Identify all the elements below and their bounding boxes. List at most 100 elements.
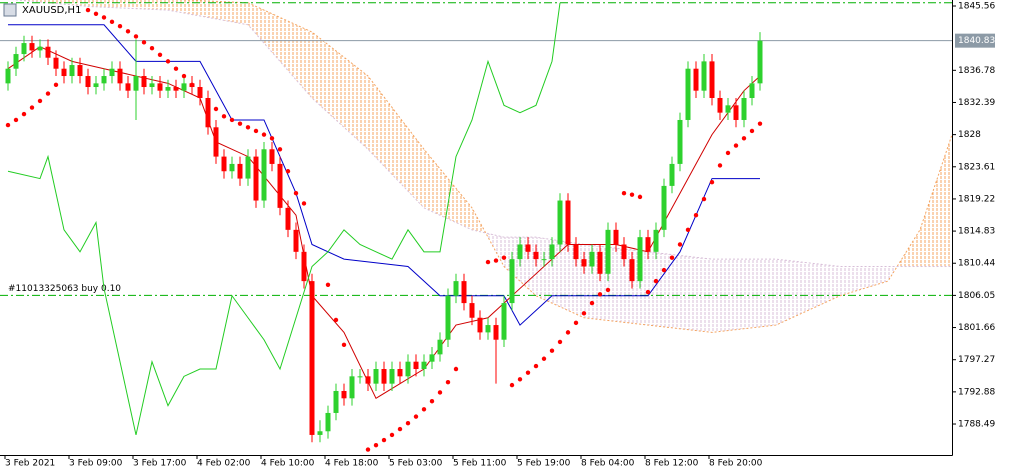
candle-body [157,83,163,91]
candle-body [101,76,107,84]
y-tick-label: 1823.61 [958,162,995,172]
cloud-area [472,207,486,233]
candle-body [357,376,363,378]
sar-dot [565,330,571,335]
y-tick-label: 1836.78 [958,66,995,76]
sar-dot [333,317,339,323]
sar-dot [253,128,259,134]
sar-dot [197,92,203,97]
candle-body [165,87,171,91]
sar-dot [533,363,539,369]
sar-dot [509,382,515,388]
y-tick-label: 1828 [958,130,981,140]
candle-body [45,46,51,58]
candle-body [717,98,723,113]
candle-body [213,127,219,157]
sar-dot [605,287,611,293]
candle-body [757,40,763,84]
candle-body [221,156,227,172]
sar-dot [629,192,635,197]
candle-body [37,46,43,51]
y-tick-label: 1797.27 [958,355,995,365]
candle-body [405,361,411,377]
candle-body [373,369,379,384]
cloud-area [840,266,888,296]
candle-body [677,119,683,164]
candle-body [445,295,451,340]
candle-body [77,65,83,77]
x-tick-label: 4 Feb 10:00 [261,459,315,469]
candle-body [85,76,91,88]
candle-body [453,281,459,296]
sar-dot [125,29,131,34]
y-tick-label: 1819.22 [958,194,995,204]
x-tick-label: 8 Feb 04:00 [581,459,635,469]
cloud-area [168,0,248,25]
sar-dot [45,91,51,96]
candle-body [629,259,635,282]
candle-body [117,68,123,84]
candle-body [429,354,435,362]
sar-dot [173,66,179,71]
x-tick-label: 5 Feb 19:00 [517,459,571,469]
sar-dot [205,99,211,104]
candle-body [317,431,323,435]
cloud-area [368,76,424,208]
sar-dot [573,320,579,326]
candle-body [517,244,523,260]
candle-body [181,83,187,91]
candle-body [477,317,483,333]
candle-body [493,325,499,340]
sar-dot [157,52,163,57]
sar-dot [181,73,187,79]
cloud-area [17,0,88,7]
candle-body [133,76,139,91]
candle-body [333,390,339,413]
cloud-area [248,2,312,99]
x-tick-label: 8 Feb 12:00 [645,459,699,469]
cloud-area [897,229,920,267]
y-tick-label: 1845.56 [958,2,995,12]
sar-dot [133,34,139,39]
cloud-span-line [12,0,952,267]
candle-body [693,68,699,91]
sar-dot [525,370,531,375]
cloud-span-line [176,0,952,333]
candle-body [309,281,315,435]
candle-body [261,149,267,201]
candle-body [205,98,211,128]
cloud-area [648,251,712,333]
chart-title: XAUUSD,H1 [22,5,81,16]
y-tick-label: 1814.83 [958,227,995,237]
y-tick-label: 1788.49 [958,420,995,430]
sar-dot [5,122,11,128]
candle-body [229,163,235,172]
candle-body [549,244,555,260]
sar-dot [13,117,19,123]
sar-dot [693,212,699,218]
indicator-line [8,24,760,326]
sar-dot [109,19,115,25]
sar-dot [637,194,643,200]
candle-body [149,83,155,88]
sar-dot [557,339,563,345]
sar-dot [741,136,747,141]
sar-dot [429,399,435,404]
candle-body [509,259,515,304]
sar-dot [581,311,587,316]
candle-body [533,251,539,260]
candle-body [573,244,579,260]
y-tick-label: 1801.66 [958,323,995,333]
candle-body [325,412,331,432]
sar-dot [101,15,107,20]
sar-dot [413,414,419,419]
sar-dot [653,278,659,284]
candle-body [109,68,115,77]
candle-body [637,237,643,282]
sar-dot [749,128,755,134]
y-tick-label: 1810.44 [958,259,995,269]
sar-dot [365,447,371,452]
sar-dot [589,300,595,306]
candle-body [661,185,667,230]
y-tick-label: 1832.39 [958,98,995,108]
